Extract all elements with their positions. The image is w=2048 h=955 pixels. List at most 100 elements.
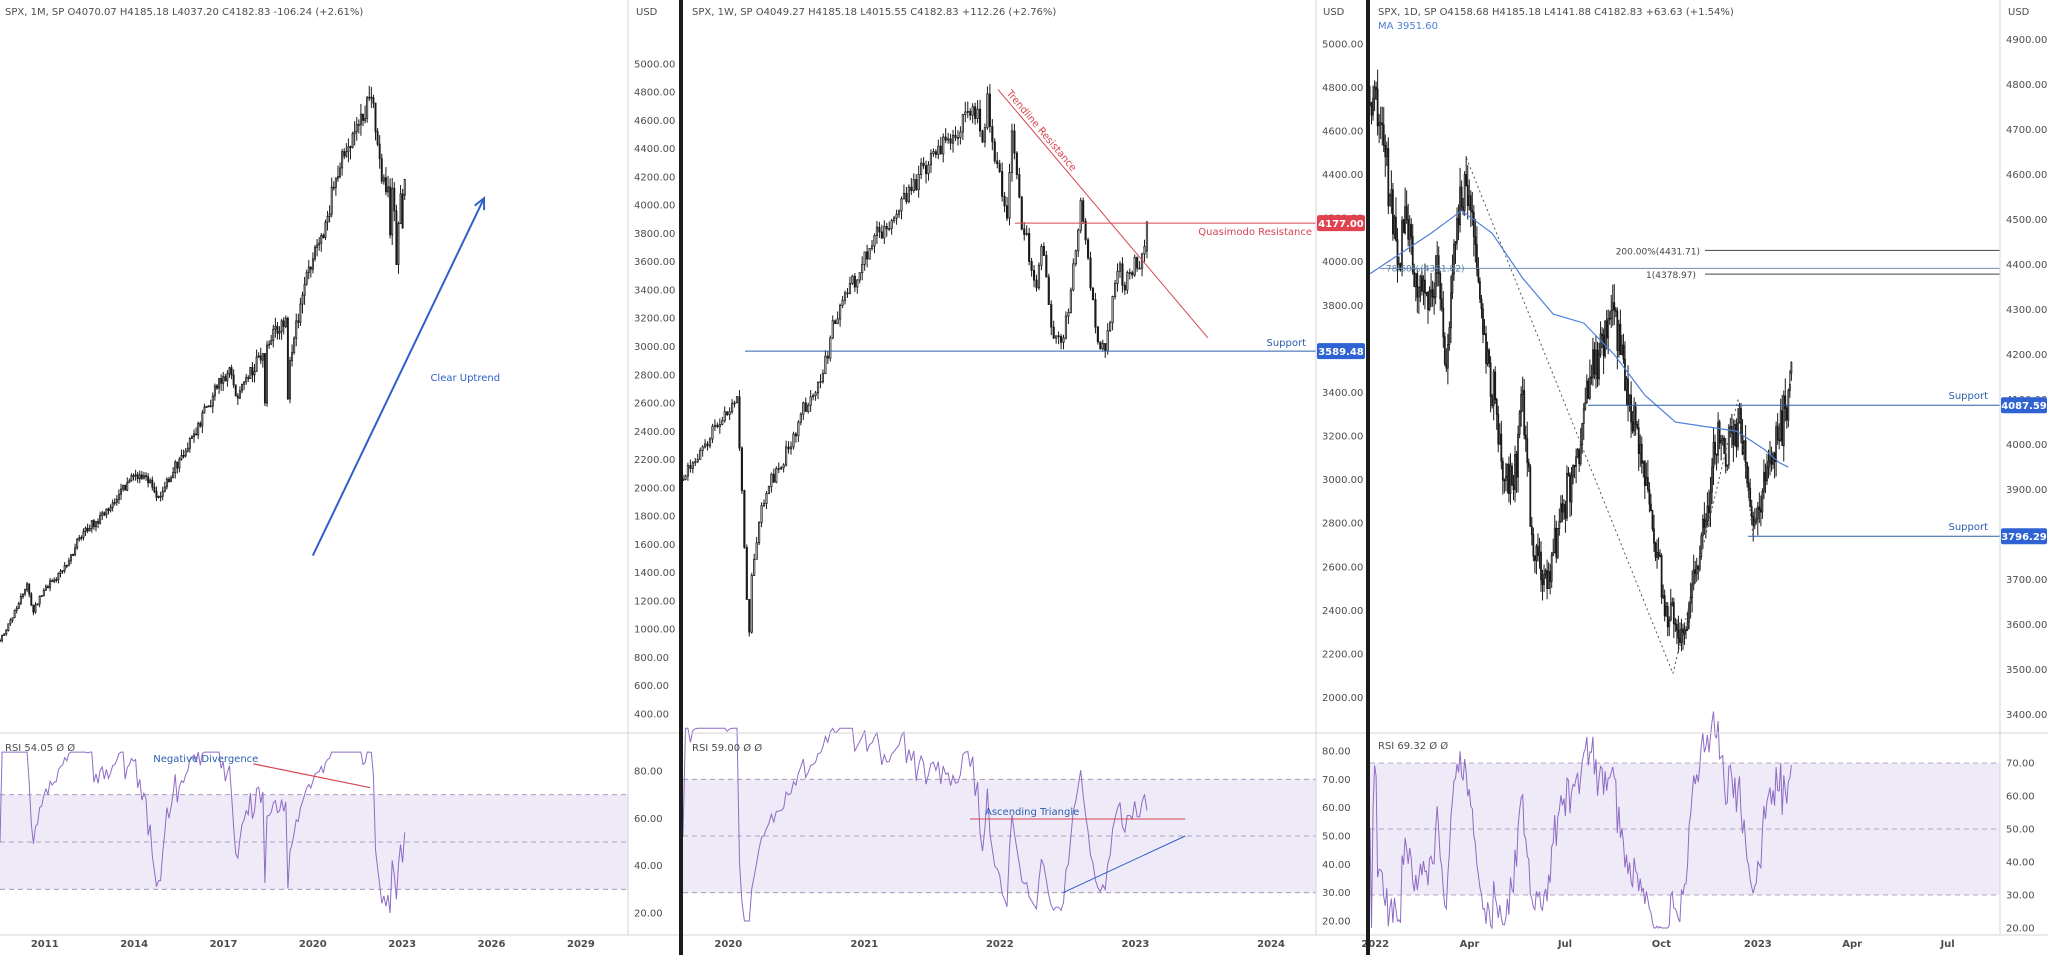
price-tick-label: 2600.00 — [634, 399, 675, 410]
candle-up — [34, 604, 37, 613]
candle-up — [1692, 569, 1695, 585]
candle-up — [186, 447, 189, 452]
candle-up — [245, 377, 248, 383]
panel3-time-axis[interactable]: 2022 Apr Jul Oct 2023 Apr Jul — [1361, 939, 1954, 950]
trendline-resistance-line[interactable] — [997, 89, 1209, 339]
candle-down — [915, 179, 918, 191]
panel-weekly[interactable]: Trendline Resistance Quasimodo Resistanc… — [681, 0, 1366, 950]
panel1-time-axis[interactable]: 2011 2014 2017 2020 2023 2026 2029 — [31, 939, 595, 950]
ascending-triangle-support[interactable] — [1062, 835, 1186, 894]
candle-up — [735, 396, 739, 404]
rsi-tick-label: 40.00 — [634, 861, 663, 872]
price-tick-label: 4800.00 — [1322, 83, 1363, 94]
candle-up — [1506, 463, 1509, 477]
candle-up — [861, 263, 864, 273]
candle-up — [243, 381, 246, 385]
candle-up — [750, 575, 753, 633]
panel2-time-axis[interactable]: 2020 2021 2022 2023 2024 — [714, 939, 1285, 950]
price-tick-label: 2800.00 — [1322, 519, 1363, 530]
rsi-tick-label: 70.00 — [2006, 759, 2035, 770]
candle-up — [1430, 289, 1432, 292]
candle-up — [797, 421, 800, 437]
candle-down — [878, 226, 881, 233]
candle-down — [1703, 518, 1706, 528]
candle-up — [1428, 290, 1431, 311]
panel-divider-right[interactable] — [1366, 0, 1370, 955]
panel-divider-left[interactable] — [679, 0, 683, 955]
candle-up — [1543, 574, 1545, 585]
candle-down — [794, 433, 798, 437]
candle-down — [28, 583, 31, 595]
candle-down — [1376, 88, 1379, 127]
negative-divergence-line[interactable] — [253, 763, 371, 789]
panel-daily[interactable]: 200.00%(4431.71) 1(4378.97) 78.60%(4391.… — [1361, 0, 2048, 950]
candle-down — [1540, 551, 1542, 580]
rsi-tick-label: 40.00 — [2006, 858, 2035, 869]
candle-down — [716, 424, 719, 428]
candle-down — [1636, 424, 1639, 429]
candle-up — [55, 579, 58, 582]
panel2-rsi-axis[interactable]: 80.00 70.00 60.00 50.00 40.00 30.00 20.00 — [1322, 747, 1351, 928]
panel3-rsi-axis[interactable]: 70.00 60.00 50.00 40.00 30.00 20.00 — [2006, 759, 2035, 935]
candle-up — [1520, 393, 1523, 413]
candle-up — [1712, 441, 1715, 468]
candle-up — [1118, 263, 1122, 272]
panel1-header: SPX, 1M, SP O4070.07 H4185.18 L4037.20 C… — [5, 7, 363, 18]
candle-up — [1633, 406, 1636, 432]
candle-down — [846, 292, 849, 295]
candle-up — [792, 433, 795, 448]
candle-down — [998, 163, 1001, 172]
candle-up — [67, 560, 70, 567]
candle-down — [1759, 509, 1762, 513]
candle-down — [1497, 413, 1500, 445]
candle-down — [147, 476, 150, 484]
candle-down — [1530, 525, 1533, 535]
price-tick-label: 2200.00 — [1322, 649, 1363, 660]
candle-up — [780, 467, 783, 470]
candle-down — [1747, 482, 1750, 489]
candle-up — [1669, 603, 1672, 621]
candle-up — [1621, 344, 1623, 356]
candle-up — [890, 220, 893, 229]
panel1-rsi-axis[interactable]: 80.00 60.00 40.00 20.00 — [634, 767, 663, 920]
harmonic-leg[interactable] — [1672, 399, 1739, 674]
panel-monthly[interactable]: Clear Uptrend Negative Divergence 5000.0… — [0, 0, 679, 950]
candle-up — [1720, 439, 1723, 444]
candle-up — [0, 639, 1, 642]
candle-down — [1778, 439, 1781, 442]
candle-up — [1069, 289, 1072, 313]
time-tick-label: 2026 — [478, 939, 506, 950]
candle-up — [134, 474, 137, 477]
price-tick-label: 4200.00 — [2006, 350, 2047, 361]
candle-up — [1576, 449, 1579, 458]
candle-down — [1508, 463, 1510, 494]
candle-up — [983, 127, 987, 143]
time-tick-label: 2014 — [120, 939, 148, 950]
price-tick-label: 4300.00 — [2006, 305, 2047, 316]
negative-divergence-label: Negative Divergence — [153, 754, 258, 765]
panel1-price-axis[interactable]: 5000.00 4800.00 4600.00 4400.00 4200.00 4000.… — [634, 59, 675, 720]
moving-average-line[interactable] — [1369, 209, 1789, 468]
candle-up — [170, 477, 173, 482]
candle-up — [347, 146, 350, 153]
candle-down — [944, 136, 947, 141]
candle-up — [1414, 273, 1417, 288]
candle-up — [1579, 444, 1582, 465]
price-tick-label: 600.00 — [634, 681, 669, 692]
candle-up — [249, 366, 252, 380]
candle-down — [32, 604, 35, 613]
candle-down — [286, 317, 289, 400]
candle-up — [80, 537, 83, 539]
candle-down — [866, 251, 869, 260]
candle-up — [197, 422, 200, 436]
harmonic-pattern-lines[interactable] — [1465, 157, 1755, 674]
candle-down — [1439, 273, 1442, 300]
clear-uptrend-arrow[interactable] — [311, 197, 485, 557]
candle-up — [1753, 520, 1756, 526]
candle-up — [1570, 475, 1573, 503]
time-tick-label: Apr — [1842, 939, 1862, 950]
candle-up — [704, 443, 707, 448]
candle-up — [863, 251, 866, 265]
candle-down — [905, 192, 908, 203]
harmonic-leg[interactable] — [1737, 399, 1755, 543]
